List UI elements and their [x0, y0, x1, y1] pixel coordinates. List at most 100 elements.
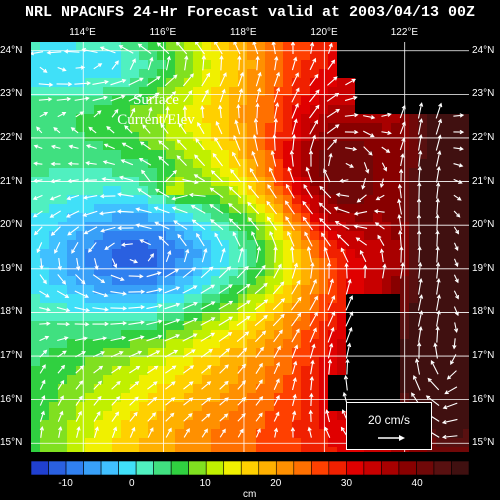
field-cell — [184, 357, 194, 367]
field-cell — [418, 42, 428, 52]
current-arrow — [57, 364, 66, 374]
field-cell — [274, 276, 284, 286]
field-cell — [319, 87, 329, 97]
field-cell — [103, 150, 113, 160]
field-cell — [247, 132, 257, 142]
field-cell — [346, 240, 356, 250]
field-cell — [247, 213, 257, 223]
current-arrow — [32, 178, 43, 183]
field-cell — [202, 123, 212, 133]
field-cell — [463, 258, 469, 268]
field-cell — [238, 366, 248, 376]
field-cell — [337, 213, 347, 223]
field-cell — [67, 375, 77, 385]
current-arrow — [92, 307, 110, 312]
current-arrow — [32, 194, 43, 200]
field-cell — [427, 285, 437, 295]
current-arrow — [56, 306, 71, 313]
field-cell — [67, 222, 77, 232]
field-cell — [121, 168, 131, 178]
field-cell — [355, 276, 365, 286]
field-cell — [202, 141, 212, 151]
field-cell — [355, 42, 365, 52]
field-cell — [58, 195, 68, 205]
field-cell — [211, 402, 221, 412]
field-cell — [67, 276, 77, 286]
field-cell — [238, 186, 248, 196]
field-cell — [274, 150, 284, 160]
field-cell — [319, 267, 329, 277]
current-arrow — [435, 102, 443, 119]
field-cell — [283, 339, 293, 349]
field-cell — [373, 132, 383, 142]
field-cell — [184, 231, 194, 241]
field-cell — [229, 447, 239, 452]
field-cell — [238, 168, 248, 178]
field-cell — [418, 222, 428, 232]
current-arrow — [67, 226, 80, 236]
current-arrow — [290, 245, 295, 263]
field-cell — [31, 411, 41, 421]
field-cell — [220, 375, 230, 385]
field-cell — [319, 114, 329, 124]
field-cell — [355, 330, 365, 340]
field-cell — [409, 330, 419, 340]
field-cell — [247, 438, 257, 448]
field-cell — [193, 222, 203, 232]
current-arrow — [110, 321, 128, 326]
field-cell — [319, 330, 329, 340]
field-cell — [166, 393, 176, 403]
field-cell — [238, 114, 248, 124]
field-cell — [364, 231, 374, 241]
field-cell — [301, 159, 311, 169]
field-cell — [76, 438, 86, 448]
current-arrow — [340, 247, 349, 263]
field-cell — [130, 267, 140, 277]
field-cell — [445, 213, 455, 223]
field-cell — [58, 249, 68, 259]
field-cell — [148, 60, 158, 70]
field-cell — [166, 168, 176, 178]
field-cell — [283, 285, 293, 295]
field-cell — [427, 123, 437, 133]
current-arrow — [92, 290, 109, 298]
field-cell — [373, 357, 383, 367]
field-cell — [382, 339, 392, 349]
field-cell — [292, 339, 302, 349]
field-cell — [58, 402, 68, 412]
field-cell — [40, 222, 50, 232]
field-cell — [31, 393, 41, 403]
field-cell — [94, 429, 104, 439]
current-arrow — [436, 278, 441, 295]
field-cell — [283, 429, 293, 439]
current-arrow — [415, 358, 421, 375]
field-cell — [112, 438, 122, 448]
field-cell — [382, 159, 392, 169]
field-cell — [229, 69, 239, 79]
field-cell — [274, 204, 284, 214]
field-cell — [94, 375, 104, 385]
current-arrow — [171, 206, 188, 214]
field-cell — [49, 447, 59, 452]
field-cell — [130, 348, 140, 358]
field-cell — [103, 366, 113, 376]
field-cell — [256, 447, 266, 452]
field-cell — [337, 366, 347, 376]
field-cell — [211, 96, 221, 106]
current-arrow — [201, 381, 212, 390]
field-cell — [193, 159, 203, 169]
field-cell — [373, 312, 383, 322]
field-cell — [67, 321, 77, 331]
field-cell — [463, 447, 469, 452]
field-cell — [337, 393, 347, 403]
field-cell — [418, 78, 428, 88]
field-cell — [346, 348, 356, 358]
field-cell — [184, 384, 194, 394]
field-cell — [355, 258, 365, 268]
field-cell — [292, 222, 302, 232]
field-cell — [337, 141, 347, 151]
current-arrow — [164, 334, 181, 342]
field-cell — [58, 132, 68, 142]
field-cell — [175, 204, 185, 214]
field-cell — [175, 348, 185, 358]
